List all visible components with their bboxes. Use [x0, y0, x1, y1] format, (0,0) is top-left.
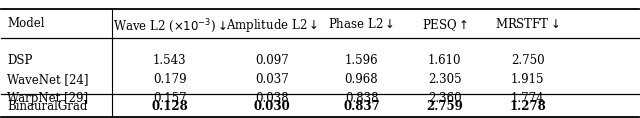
Text: 0.179: 0.179 — [153, 73, 187, 86]
Text: 0.030: 0.030 — [253, 100, 291, 113]
Text: 2.750: 2.750 — [511, 54, 545, 67]
Text: 1.610: 1.610 — [428, 54, 461, 67]
Text: WarpNet [29]: WarpNet [29] — [7, 92, 88, 105]
Text: 1.278: 1.278 — [509, 100, 546, 113]
Text: MRSTFT$\downarrow$: MRSTFT$\downarrow$ — [495, 17, 560, 31]
Text: 2.759: 2.759 — [426, 100, 463, 113]
Text: 0.038: 0.038 — [255, 92, 289, 105]
Text: 0.837: 0.837 — [343, 100, 380, 113]
Text: BinauralGrad: BinauralGrad — [7, 100, 88, 113]
Text: Wave L2 ($\times10^{-3}$)$\downarrow$: Wave L2 ($\times10^{-3}$)$\downarrow$ — [113, 17, 227, 35]
Text: 1.596: 1.596 — [345, 54, 378, 67]
Text: 1.915: 1.915 — [511, 73, 544, 86]
Text: 0.037: 0.037 — [255, 73, 289, 86]
Text: Model: Model — [7, 17, 45, 30]
Text: 0.097: 0.097 — [255, 54, 289, 67]
Text: WaveNet [24]: WaveNet [24] — [7, 73, 88, 86]
Text: 0.838: 0.838 — [345, 92, 378, 105]
Text: 2.360: 2.360 — [428, 92, 461, 105]
Text: 2.305: 2.305 — [428, 73, 461, 86]
Text: 0.968: 0.968 — [345, 73, 378, 86]
Text: DSP: DSP — [7, 54, 33, 67]
Text: 1.543: 1.543 — [153, 54, 187, 67]
Text: 0.157: 0.157 — [153, 92, 187, 105]
Text: 1.774: 1.774 — [511, 92, 545, 105]
Text: PESQ$\uparrow$: PESQ$\uparrow$ — [422, 17, 467, 33]
Text: Amplitude L2$\downarrow$: Amplitude L2$\downarrow$ — [226, 17, 318, 34]
Text: 0.128: 0.128 — [152, 100, 188, 113]
Text: Phase L2$\downarrow$: Phase L2$\downarrow$ — [328, 17, 395, 31]
